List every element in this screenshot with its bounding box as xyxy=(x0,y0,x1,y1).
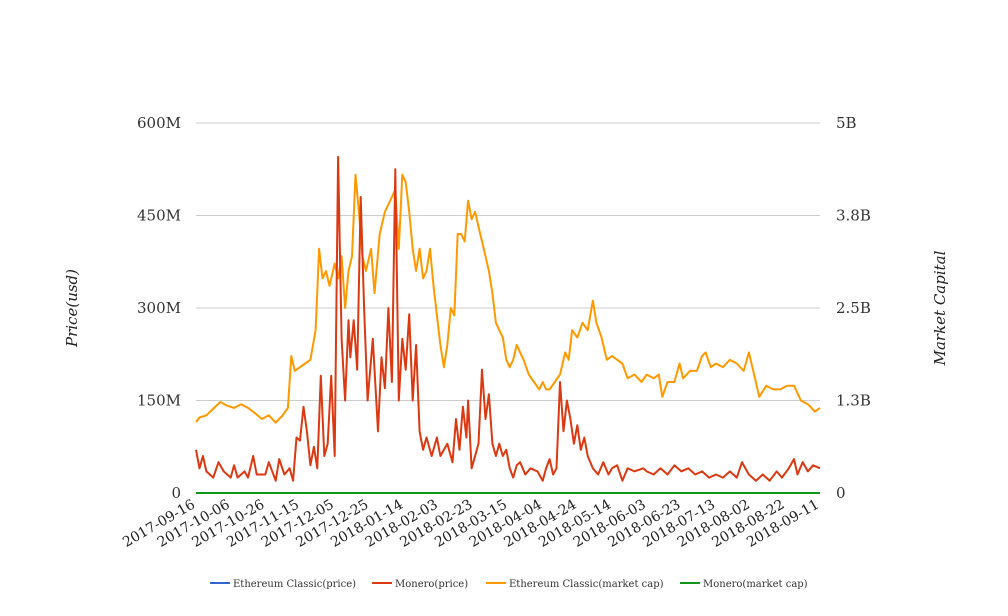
y-right-tick-label: 2.5B xyxy=(836,299,871,317)
y-axis-right-ticks: 0 1.3B 2.5B 3.8B 5B xyxy=(836,114,871,502)
y-axis-left-ticks: 0 150M 300M 450M 600M xyxy=(137,114,181,502)
gridlines xyxy=(196,122,820,401)
x-axis-ticks: 2017-09-162017-10-062017-10-262017-11-15… xyxy=(120,497,822,551)
y-right-tick-label: 0 xyxy=(836,484,846,502)
y-right-tick-label: 3.8B xyxy=(836,207,871,225)
legend: Ethereum Classic(price) Monero(price) Ethe… xyxy=(210,579,808,590)
series-line-monero-price xyxy=(195,155,821,482)
y-left-tick-label: 450M xyxy=(137,207,181,225)
y-right-tick-label: 1.3B xyxy=(836,392,871,410)
legend-label: Monero(market cap) xyxy=(703,579,808,590)
y-left-tick-label: 600M xyxy=(137,114,181,132)
y-right-tick-label: 5B xyxy=(836,114,857,132)
y-axis-right-title: Market Capital xyxy=(931,250,949,366)
legend-label: Ethereum Classic(price) xyxy=(233,579,356,590)
y-left-tick-label: 0 xyxy=(171,484,181,502)
y-left-tick-label: 150M xyxy=(137,392,181,410)
series-lines xyxy=(195,155,821,494)
legend-label: Ethereum Classic(market cap) xyxy=(509,579,664,590)
y-axis-left-title: Price(usd) xyxy=(63,269,81,348)
series-line-ethereum-classic-market-cap xyxy=(195,173,821,424)
y-left-tick-label: 300M xyxy=(137,299,181,317)
legend-label: Monero(price) xyxy=(395,579,468,590)
